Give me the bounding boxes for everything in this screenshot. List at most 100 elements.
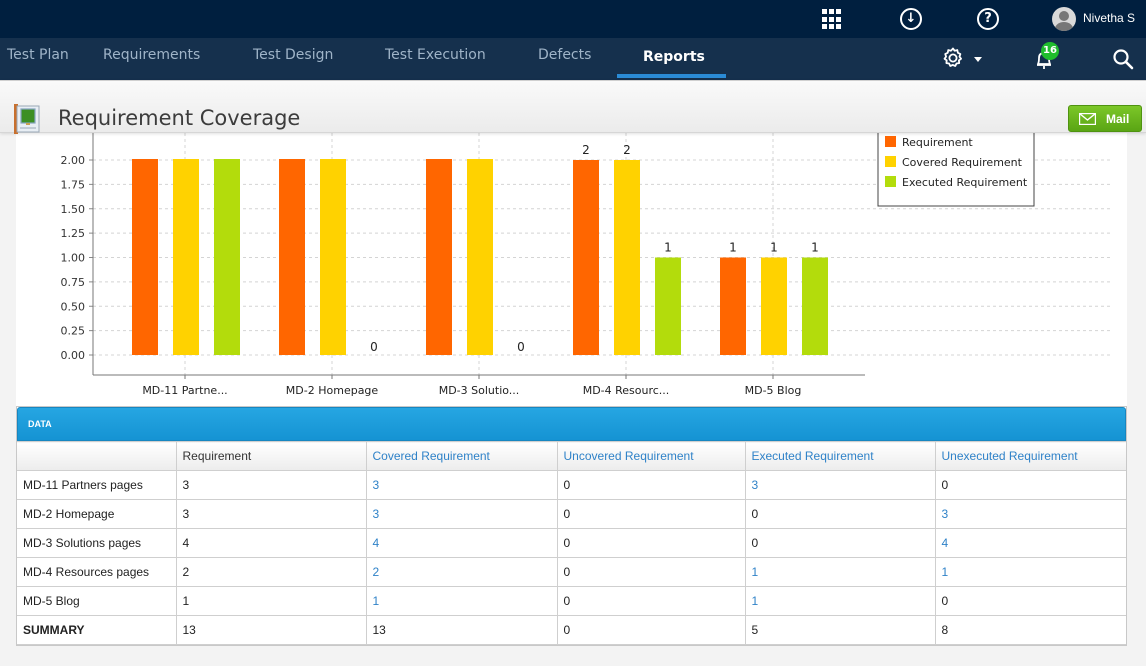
bar-value-label: 0	[517, 340, 525, 354]
table-cell: 4	[175, 528, 367, 558]
table-cell[interactable]: 1	[365, 586, 558, 616]
bar-requirement	[426, 159, 452, 355]
table-cell: 2	[175, 557, 367, 587]
x-tick-label: MD-3 Solutio...	[439, 384, 520, 397]
chevron-down-icon[interactable]	[974, 57, 982, 62]
apps-grid-icon[interactable]	[822, 8, 844, 30]
bar-executed-requirement	[802, 257, 828, 355]
table-cell[interactable]: 1	[744, 586, 936, 616]
bar-value-label: 1	[664, 241, 672, 255]
row-label: MD-11 Partners pages	[17, 470, 177, 500]
page-title: Requirement Coverage	[58, 106, 301, 130]
x-tick-label: MD-11 Partne...	[142, 384, 227, 397]
summary-cell: 5	[744, 615, 936, 645]
table-cell: 0	[744, 499, 936, 529]
bar-value-label: 1	[811, 241, 819, 255]
column-header[interactable]: Executed Requirement	[744, 441, 936, 471]
nav-defects[interactable]: Defects	[538, 47, 592, 63]
column-header[interactable]: Uncovered Requirement	[556, 441, 746, 471]
bar-executed-requirement	[214, 159, 240, 355]
table-row: MD-11 Partners pages 3 3 0 3 0	[17, 470, 1126, 500]
nav-test-execution[interactable]: Test Execution	[385, 47, 486, 63]
legend-swatch	[885, 176, 896, 187]
nav-test-design[interactable]: Test Design	[253, 47, 334, 63]
nav-reports[interactable]: Reports	[643, 49, 705, 65]
bar-covered-requirement	[173, 159, 199, 355]
requirement-coverage-chart: 0.00 0.25 0.50 0.75 1.00 1.25 1.50 1.75 2.00 2 1 2 1…	[61, 133, 1111, 397]
table-cell: 0	[556, 528, 746, 558]
summary-cell: 13	[175, 615, 367, 645]
report-icon	[14, 104, 40, 134]
table-row: MD-3 Solutions pages 4 4 0 0 4	[17, 528, 1126, 558]
bar-value-label: 2	[582, 143, 590, 157]
y-tick-label: 0.25	[61, 325, 86, 338]
y-tick-label: 1.00	[61, 252, 86, 265]
avatar-icon[interactable]	[1052, 7, 1076, 31]
column-header[interactable]: Unexecuted Requirement	[934, 441, 1126, 471]
legend-swatch	[885, 156, 896, 167]
bar-executed-requirement	[655, 257, 681, 355]
download-icon[interactable]: ↓	[900, 8, 922, 30]
top-bar: ↓ ? Nivetha S	[0, 0, 1146, 38]
user-name[interactable]: Nivetha S	[1083, 11, 1136, 25]
table-cell[interactable]: 1	[744, 557, 936, 587]
x-tick-label: MD-5 Blog	[745, 384, 802, 397]
table-row: MD-4 Resources pages 2 2 0 1 1	[17, 557, 1126, 587]
bar-covered-requirement	[761, 257, 787, 355]
y-tick-label: 0.75	[61, 276, 86, 289]
mail-label: Mail	[1106, 112, 1130, 126]
data-table: Requirement Covered Requirement Uncovered …	[17, 441, 1126, 645]
legend-label: Covered Requirement	[902, 156, 1023, 169]
data-panel-title: DATA	[17, 407, 1126, 441]
table-cell[interactable]: 3	[934, 499, 1126, 529]
mail-icon	[1079, 113, 1096, 125]
bar-value-label: 0	[370, 340, 378, 354]
bar-requirement	[132, 159, 158, 355]
bar-covered-requirement	[614, 160, 640, 355]
table-cell[interactable]: 3	[365, 470, 558, 500]
table-cell: 0	[934, 470, 1126, 500]
y-tick-label: 1.50	[61, 203, 86, 216]
table-cell[interactable]: 4	[934, 528, 1126, 558]
column-header[interactable]: Covered Requirement	[365, 441, 558, 471]
row-label: MD-2 Homepage	[17, 499, 177, 529]
bar-requirement	[573, 160, 599, 355]
table-cell: 1	[175, 586, 367, 616]
table-cell: 3	[175, 470, 367, 500]
table-cell[interactable]: 1	[934, 557, 1126, 587]
gear-icon[interactable]	[941, 46, 965, 70]
legend-label: Executed Requirement	[902, 176, 1028, 189]
table-cell: 0	[556, 586, 746, 616]
page-header: Requirement Coverage Mail	[0, 80, 1146, 134]
table-cell: 0	[556, 557, 746, 587]
column-header: Requirement	[175, 441, 367, 471]
row-label: MD-5 Blog	[17, 586, 177, 616]
notification-badge[interactable]: 16	[1041, 42, 1059, 60]
summary-cell: 0	[556, 615, 746, 645]
column-header	[17, 441, 177, 471]
chart-panel: 0.00 0.25 0.50 0.75 1.00 1.25 1.50 1.75 2.00 2 1 2 1…	[16, 133, 1127, 406]
summary-cell: 8	[934, 615, 1126, 645]
y-tick-label: 2.00	[61, 154, 86, 167]
nav-requirements[interactable]: Requirements	[103, 47, 201, 63]
table-cell[interactable]: 2	[365, 557, 558, 587]
summary-row: SUMMARY 13 13 0 5 8	[17, 615, 1126, 645]
help-icon[interactable]: ?	[977, 8, 999, 30]
mail-button[interactable]: Mail	[1068, 105, 1142, 132]
table-cell[interactable]: 4	[365, 528, 558, 558]
table-header-row: Requirement Covered Requirement Uncovered …	[17, 441, 1126, 471]
table-cell: 0	[934, 586, 1126, 616]
row-label: MD-3 Solutions pages	[17, 528, 177, 558]
bar-requirement	[279, 159, 305, 355]
y-tick-label: 1.25	[61, 227, 86, 240]
search-icon[interactable]	[1112, 48, 1134, 70]
bar-value-label: 1	[770, 241, 778, 255]
bar-requirement	[720, 257, 746, 355]
nav-test-plan[interactable]: Test Plan	[7, 47, 69, 63]
y-tick-label: 1.75	[61, 178, 86, 191]
table-row: MD-2 Homepage 3 3 0 0 3	[17, 499, 1126, 529]
table-cell[interactable]: 3	[365, 499, 558, 529]
bar-value-label: 1	[729, 241, 737, 255]
table-cell[interactable]: 3	[744, 470, 936, 500]
active-tab-indicator	[617, 74, 726, 78]
